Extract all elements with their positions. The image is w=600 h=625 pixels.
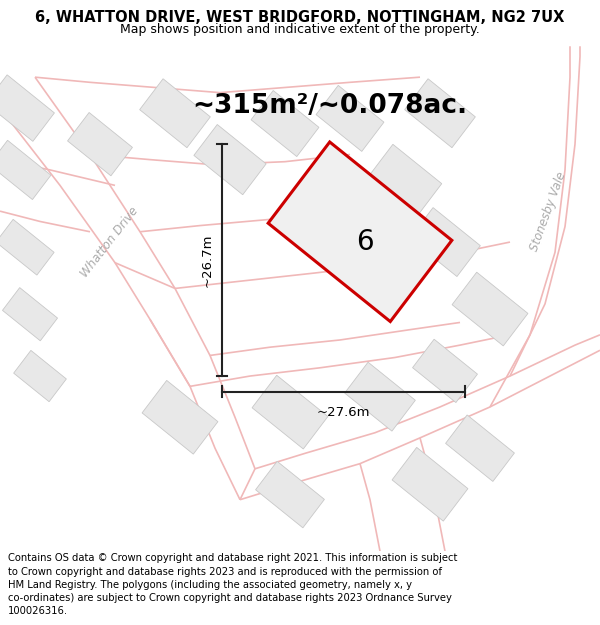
Polygon shape	[404, 79, 475, 148]
Polygon shape	[140, 79, 211, 148]
Polygon shape	[2, 288, 58, 341]
Text: ~315m²/~0.078ac.: ~315m²/~0.078ac.	[193, 92, 467, 119]
Polygon shape	[0, 140, 51, 199]
Text: 6, WHATTON DRIVE, WEST BRIDGFORD, NOTTINGHAM, NG2 7UX: 6, WHATTON DRIVE, WEST BRIDGFORD, NOTTIN…	[35, 10, 565, 25]
Polygon shape	[142, 381, 218, 454]
Text: Whatton Drive: Whatton Drive	[79, 204, 142, 280]
Text: Stonesby Vale: Stonesby Vale	[527, 170, 568, 252]
Text: ~27.6m: ~27.6m	[317, 406, 370, 419]
Polygon shape	[256, 461, 325, 528]
Polygon shape	[316, 86, 384, 151]
Polygon shape	[268, 142, 452, 321]
Polygon shape	[194, 124, 266, 195]
Polygon shape	[392, 448, 468, 521]
Text: ~26.7m: ~26.7m	[200, 233, 214, 287]
Polygon shape	[413, 339, 478, 402]
Polygon shape	[452, 272, 528, 346]
Polygon shape	[0, 75, 55, 141]
Polygon shape	[344, 362, 415, 431]
Polygon shape	[14, 351, 67, 402]
Polygon shape	[0, 219, 54, 275]
Polygon shape	[410, 208, 481, 276]
Polygon shape	[368, 144, 442, 216]
Polygon shape	[68, 112, 133, 176]
Text: Map shows position and indicative extent of the property.: Map shows position and indicative extent…	[120, 23, 480, 36]
Polygon shape	[251, 91, 319, 157]
Text: Contains OS data © Crown copyright and database right 2021. This information is : Contains OS data © Crown copyright and d…	[8, 554, 457, 616]
Text: 6: 6	[356, 228, 374, 256]
Polygon shape	[252, 375, 328, 449]
Polygon shape	[446, 415, 514, 481]
